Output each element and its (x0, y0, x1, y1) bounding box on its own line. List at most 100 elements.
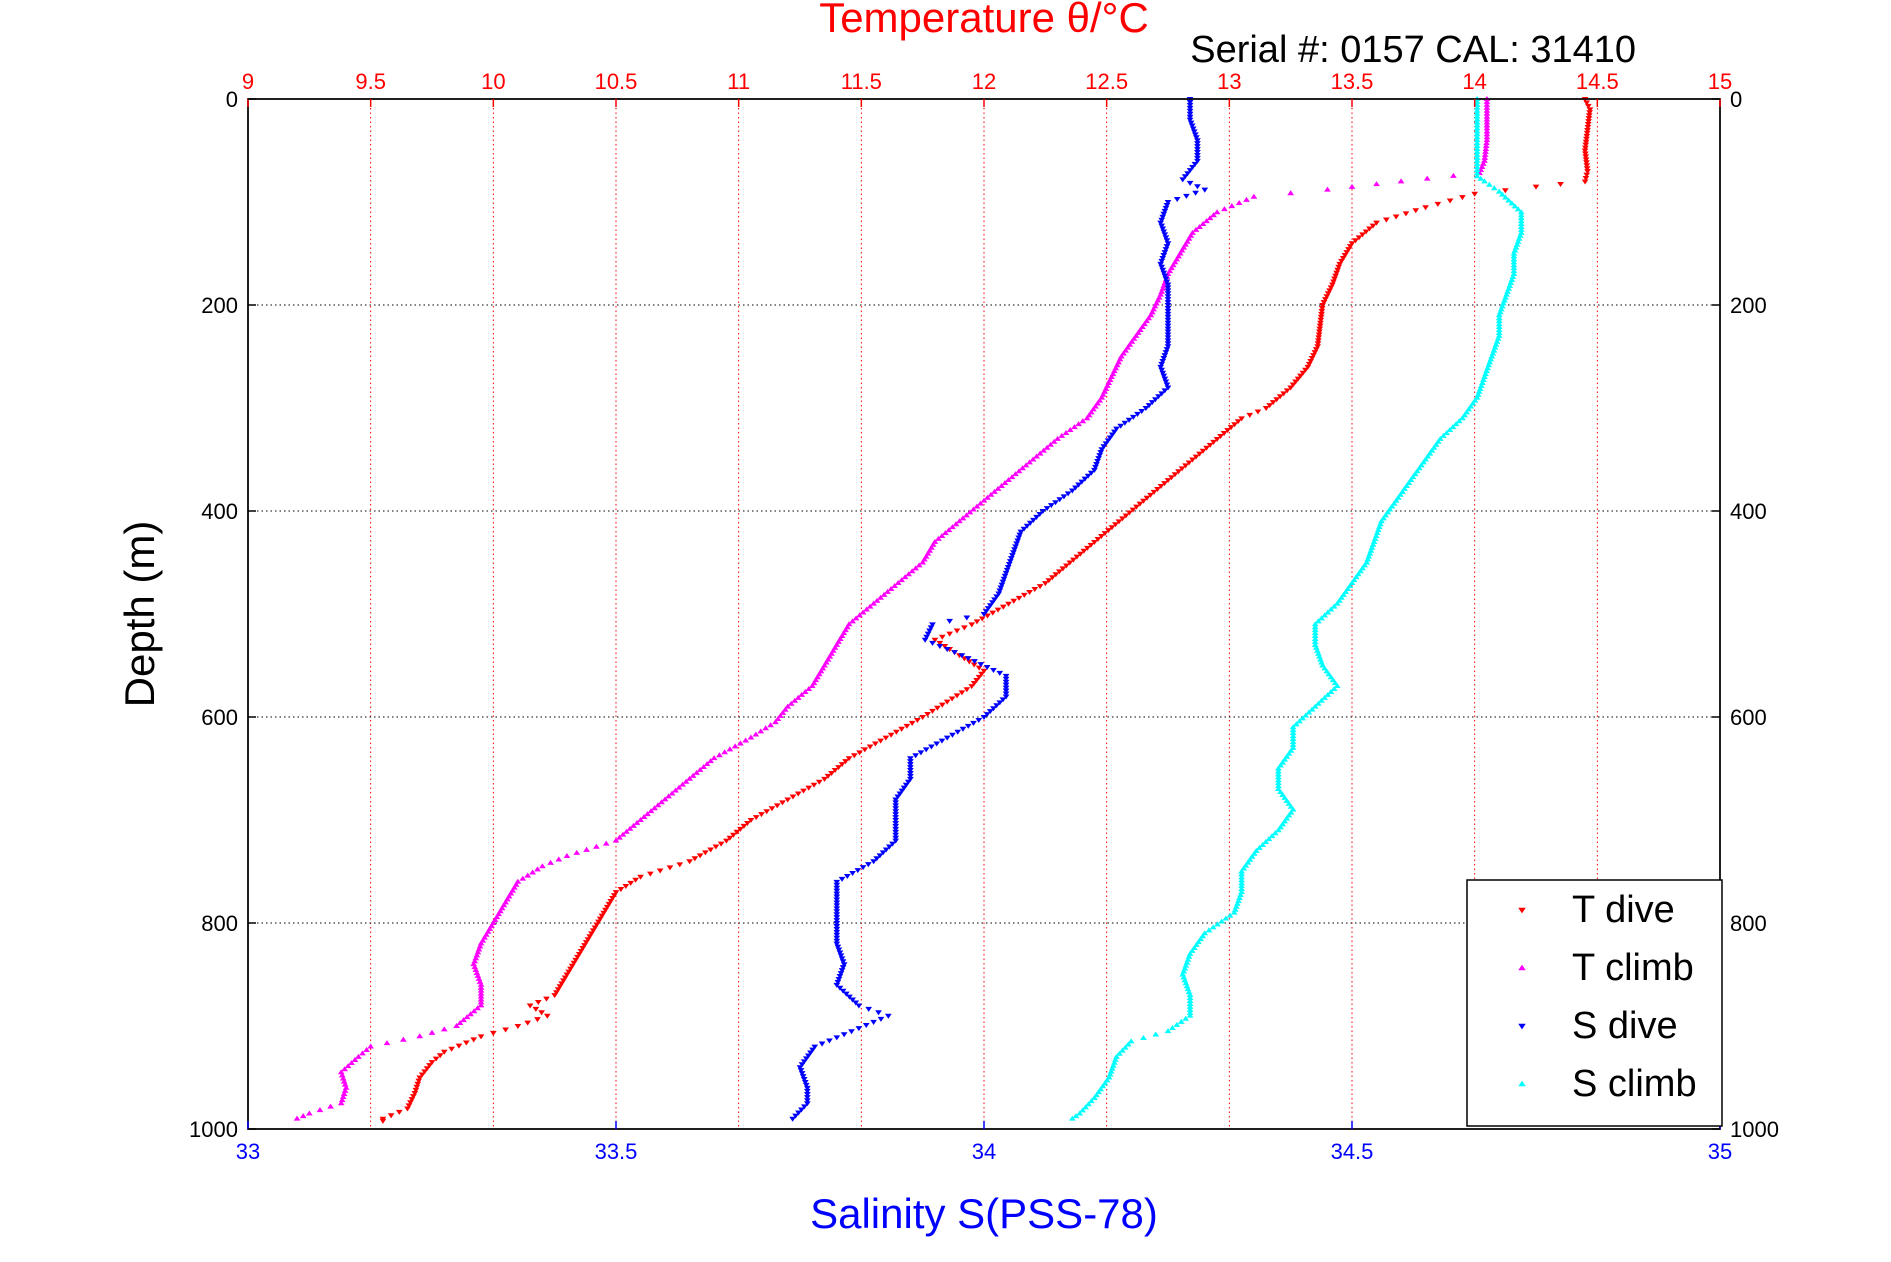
data-point (1339, 255, 1347, 261)
data-point (626, 825, 634, 831)
data-point (833, 923, 841, 930)
data-point (1213, 436, 1221, 442)
data-point (1006, 559, 1014, 565)
data-point (1121, 420, 1129, 426)
data-point (1281, 756, 1289, 762)
data-point (703, 761, 711, 767)
data-point (747, 818, 755, 824)
data-point (1002, 676, 1010, 682)
data-point (807, 1050, 814, 1056)
data-point (1117, 423, 1125, 429)
data-point (589, 928, 597, 934)
data-point (912, 753, 920, 759)
data-point (1343, 250, 1351, 256)
data-point (1311, 703, 1319, 709)
top-tick-label: 9 (242, 69, 254, 94)
data-point (990, 706, 997, 712)
data-point (1112, 522, 1119, 528)
data-point (691, 856, 699, 862)
data-point (1163, 238, 1171, 244)
data-point (877, 738, 884, 744)
data-point (1514, 206, 1522, 212)
data-point (1348, 241, 1356, 247)
data-point (574, 954, 581, 960)
data-point (936, 643, 944, 649)
data-point (1221, 206, 1228, 212)
data-point (1422, 205, 1429, 211)
data-point (428, 1029, 436, 1035)
data-point (1201, 187, 1209, 193)
data-point (833, 938, 841, 944)
data-point (833, 885, 841, 891)
data-point (707, 758, 714, 764)
data-point (383, 1040, 391, 1046)
data-point (1026, 589, 1033, 595)
data-point (1162, 205, 1170, 211)
data-point (936, 640, 944, 646)
data-point (1162, 247, 1170, 253)
data-point (802, 1082, 810, 1088)
data-point (1164, 1028, 1172, 1034)
data-point (1195, 939, 1202, 945)
data-point (363, 1046, 370, 1052)
data-point (1048, 575, 1056, 581)
series-s-climb (1068, 95, 1525, 1121)
data-point (949, 732, 956, 738)
data-point (1164, 320, 1172, 326)
data-point (1583, 136, 1590, 142)
data-point (460, 1017, 467, 1023)
data-point (943, 647, 951, 653)
data-point (892, 812, 900, 818)
data-point (1583, 163, 1591, 169)
data-point (654, 802, 662, 808)
data-point (859, 865, 867, 871)
data-point (1002, 694, 1010, 700)
data-point (423, 1066, 431, 1072)
data-point (348, 1060, 355, 1066)
data-point (1584, 103, 1592, 109)
data-point (779, 709, 787, 715)
data-point (849, 997, 856, 1003)
data-point (1283, 797, 1291, 803)
left-tick-label: 1000 (189, 1117, 238, 1142)
data-point (872, 741, 879, 747)
data-point (477, 1002, 485, 1008)
data-point (978, 616, 986, 622)
data-point (789, 1116, 796, 1122)
data-point (1581, 148, 1589, 154)
data-point (884, 1013, 892, 1019)
data-point (554, 987, 562, 993)
data-point (1273, 397, 1280, 403)
data-point (836, 974, 844, 980)
data-point (1413, 468, 1421, 474)
data-point (956, 518, 963, 524)
data-point (798, 1107, 805, 1113)
data-point (605, 901, 613, 907)
data-point (1029, 456, 1037, 462)
data-point (810, 782, 818, 788)
data-point (1090, 406, 1097, 412)
data-point (1287, 190, 1295, 196)
data-point (966, 509, 974, 515)
data-point (1333, 600, 1341, 606)
data-point (558, 981, 566, 987)
data-point (1159, 255, 1167, 261)
data-point (1001, 479, 1009, 486)
data-point (1052, 572, 1060, 578)
data-point (1210, 439, 1217, 445)
data-point (1230, 909, 1238, 915)
data-point (1003, 567, 1011, 573)
data-point (1194, 155, 1201, 161)
data-point (912, 565, 920, 571)
data-point (1101, 531, 1109, 537)
data-point (1163, 244, 1171, 250)
data-point (582, 940, 590, 946)
data-point (994, 485, 1002, 491)
data-point (833, 982, 841, 988)
data-point (570, 960, 578, 966)
data-point (411, 1090, 419, 1097)
data-point (907, 773, 914, 779)
data-point (1281, 818, 1289, 824)
data-point (560, 978, 567, 984)
data-point (1459, 415, 1466, 421)
